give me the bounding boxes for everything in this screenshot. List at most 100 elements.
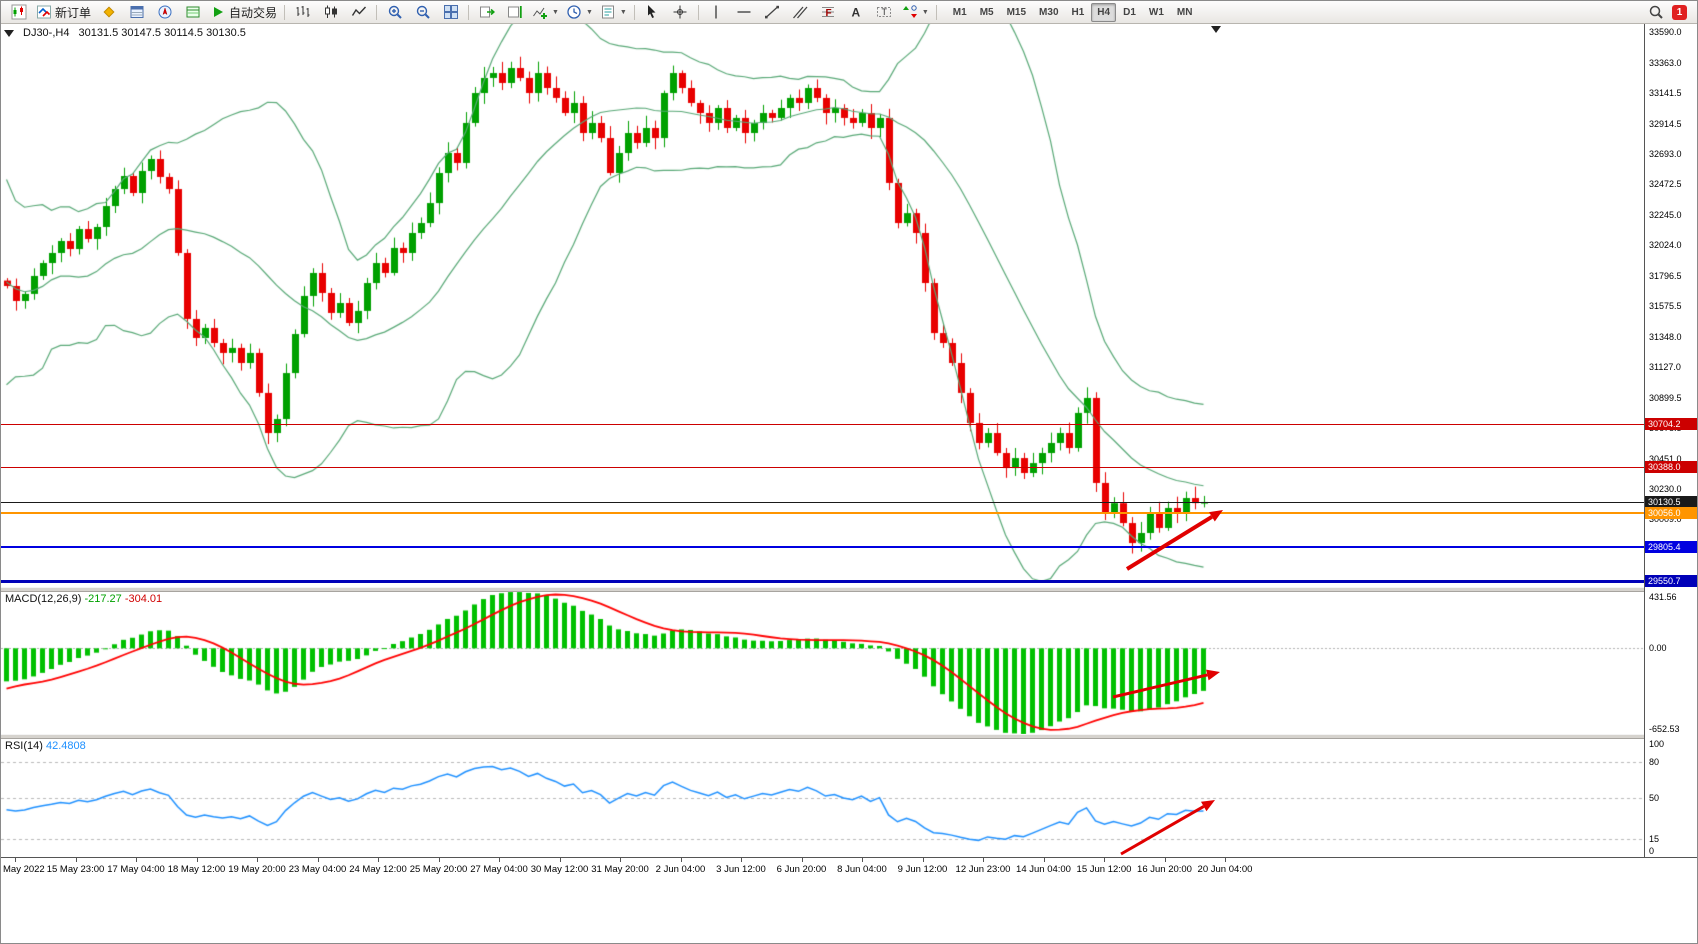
toolbar-separator <box>697 4 699 20</box>
time-axis-label: 27 May 04:00 <box>470 864 528 875</box>
time-axis-label: 30 May 12:00 <box>530 864 589 875</box>
arrows-icon[interactable]: ▼ <box>899 1 932 23</box>
chart-window-icon[interactable] <box>5 1 32 23</box>
rsi-indicator-label: RSI(14) 42.4808 <box>5 740 86 752</box>
rsi-axis-tick: 15 <box>1649 834 1660 845</box>
auto-scroll-icon[interactable] <box>473 1 500 23</box>
terminal-icon[interactable] <box>179 1 206 23</box>
price-axis-tick: 33141.5 <box>1649 87 1682 98</box>
time-axis-tick <box>801 858 803 862</box>
cursor-icon[interactable] <box>639 1 666 23</box>
fibonacci-icon[interactable]: F <box>815 1 842 23</box>
toolbar-separator <box>468 4 470 20</box>
panel-divider[interactable] <box>1 587 1697 592</box>
time-axis-tick <box>922 858 924 862</box>
price-axis-tick: 31348.0 <box>1649 331 1682 342</box>
equidistant-channel-icon[interactable] <box>787 1 814 23</box>
macd-indicator-label: MACD(12,26,9) -217.27 -304.01 <box>5 593 162 605</box>
svg-text:F: F <box>826 8 832 19</box>
zoom-out-icon[interactable] <box>409 1 436 23</box>
line-chart-icon[interactable] <box>345 1 372 23</box>
price-axis-tick: 32472.5 <box>1649 178 1682 189</box>
macd-panel-canvas[interactable] <box>1 591 1644 735</box>
resistance-upper-line[interactable] <box>1 423 1644 425</box>
tile-windows-icon[interactable] <box>437 1 464 23</box>
time-axis-tick <box>1225 858 1226 862</box>
timeframe-m1-button[interactable]: M1 <box>952 6 967 18</box>
text-icon[interactable]: A <box>843 1 870 23</box>
pivot-level-line[interactable] <box>1 511 1644 514</box>
chart-window: DJ30-,H4 30131.5 30147.5 30114.5 30130.5… <box>1 23 1697 943</box>
time-axis-tick <box>741 858 742 862</box>
support-upper-line[interactable] <box>1 545 1644 548</box>
price-chart-canvas[interactable] <box>1 23 1644 588</box>
resistance-lower-line[interactable] <box>1 466 1644 468</box>
chart-shift-icon[interactable] <box>501 1 528 23</box>
navigator-icon[interactable] <box>151 1 178 23</box>
vertical-line-icon[interactable] <box>703 1 730 23</box>
time-axis-label: 9 Jun 12:00 <box>897 864 948 875</box>
trendline-icon[interactable] <box>759 1 786 23</box>
one-click-trading-toggle[interactable] <box>4 29 14 37</box>
macd-main-value: -217.27 <box>84 593 122 605</box>
toolbar-separator <box>633 4 635 20</box>
chart-objects-layer <box>1 23 1644 588</box>
auto-trading-button[interactable]: 自动交易 <box>207 1 280 23</box>
main-toolbar: 新订单 自动交易 ▼ ▼ ▼ F A T ▼ M1 M5 M15 M30 H1 H4 D1 W1 MN 1 <box>1 1 1697 24</box>
zoom-in-icon[interactable] <box>381 1 408 23</box>
chart-title: DJ30-,H4 30131.5 30147.5 30114.5 30130.5 <box>4 27 246 39</box>
time-axis-tick <box>317 858 319 862</box>
time-axis-label: 24 May 12:00 <box>349 864 407 875</box>
time-axis-label: 18 May 12:00 <box>167 864 226 875</box>
timeframe-m5-button[interactable]: M5 <box>979 6 994 18</box>
timeframe-m30-button[interactable]: M30 <box>1039 6 1059 18</box>
price-axis-tick: 32024.0 <box>1649 239 1682 250</box>
time-axis-tick <box>257 858 258 862</box>
timeframe-w1-button[interactable]: W1 <box>1148 6 1164 18</box>
data-window-icon[interactable] <box>123 1 150 23</box>
time-axis-label: 14 Jun 04:00 <box>1016 864 1071 875</box>
text-label-icon[interactable]: T <box>871 1 898 23</box>
chart-shift-marker[interactable] <box>1211 26 1221 33</box>
price-axis[interactable]: 33590.0 33363.0 33141.5 32914.5 32693.0 32472… <box>1644 23 1697 857</box>
price-axis-tick: 31796.5 <box>1649 270 1682 281</box>
time-axis-label: 25 May 20:00 <box>409 864 468 875</box>
templates-icon[interactable]: ▼ <box>597 1 630 23</box>
price-axis-tick: 32693.0 <box>1649 148 1682 159</box>
time-axis-tick <box>75 858 77 862</box>
timeframe-h4-button[interactable]: H4 <box>1091 2 1117 22</box>
time-axis-tick <box>499 858 500 862</box>
time-axis-label: 2 Jun 04:00 <box>655 864 706 875</box>
rsi-panel-canvas[interactable] <box>1 738 1644 857</box>
rsi-axis-tick: 0 <box>1649 846 1655 856</box>
timeframe-mn-button[interactable]: MN <box>1176 6 1193 18</box>
new-order-button[interactable]: 新订单 <box>33 1 94 23</box>
support-lower-price-label: 29550.7 <box>1645 575 1697 588</box>
pivot-level-price-label: 30056.0 <box>1645 506 1697 519</box>
time-axis-label: 19 May 20:00 <box>228 864 286 875</box>
price-axis-tick: 30009.0 <box>1649 513 1682 524</box>
indicators-icon[interactable]: ▼ <box>529 1 562 23</box>
notification-badge[interactable]: 1 <box>1672 4 1687 20</box>
chart-ohlc-values: 30131.5 30147.5 30114.5 30130.5 <box>78 27 246 39</box>
timeframe-h1-button[interactable]: H1 <box>1071 6 1085 18</box>
price-axis-tick: 30899.5 <box>1649 392 1682 403</box>
market-watch-icon[interactable] <box>95 1 122 23</box>
time-axis-tick <box>983 858 984 862</box>
timeframe-m15-button[interactable]: M15 <box>1006 6 1027 18</box>
crosshair-icon[interactable] <box>667 1 694 23</box>
search-icon[interactable] <box>1642 1 1669 23</box>
timeframe-d1-button[interactable]: D1 <box>1123 6 1136 18</box>
current-price-line[interactable] <box>1 501 1644 503</box>
periods-icon[interactable]: ▼ <box>563 1 596 23</box>
time-axis[interactable]: May 2022 15 May 23:00 17 May 04:00 18 May 1… <box>1 857 1697 880</box>
candlestick-chart-icon[interactable] <box>317 1 344 23</box>
horizontal-line-icon[interactable] <box>731 1 758 23</box>
time-axis-tick <box>1043 858 1045 862</box>
price-axis-tick: 30230.0 <box>1649 483 1682 494</box>
support-lower-line[interactable] <box>1 579 1644 583</box>
time-axis-label: 16 Jun 20:00 <box>1137 864 1192 875</box>
panel-divider[interactable] <box>1 734 1697 739</box>
time-axis-label: 3 Jun 12:00 <box>716 864 766 875</box>
bar-chart-icon[interactable] <box>289 1 316 23</box>
